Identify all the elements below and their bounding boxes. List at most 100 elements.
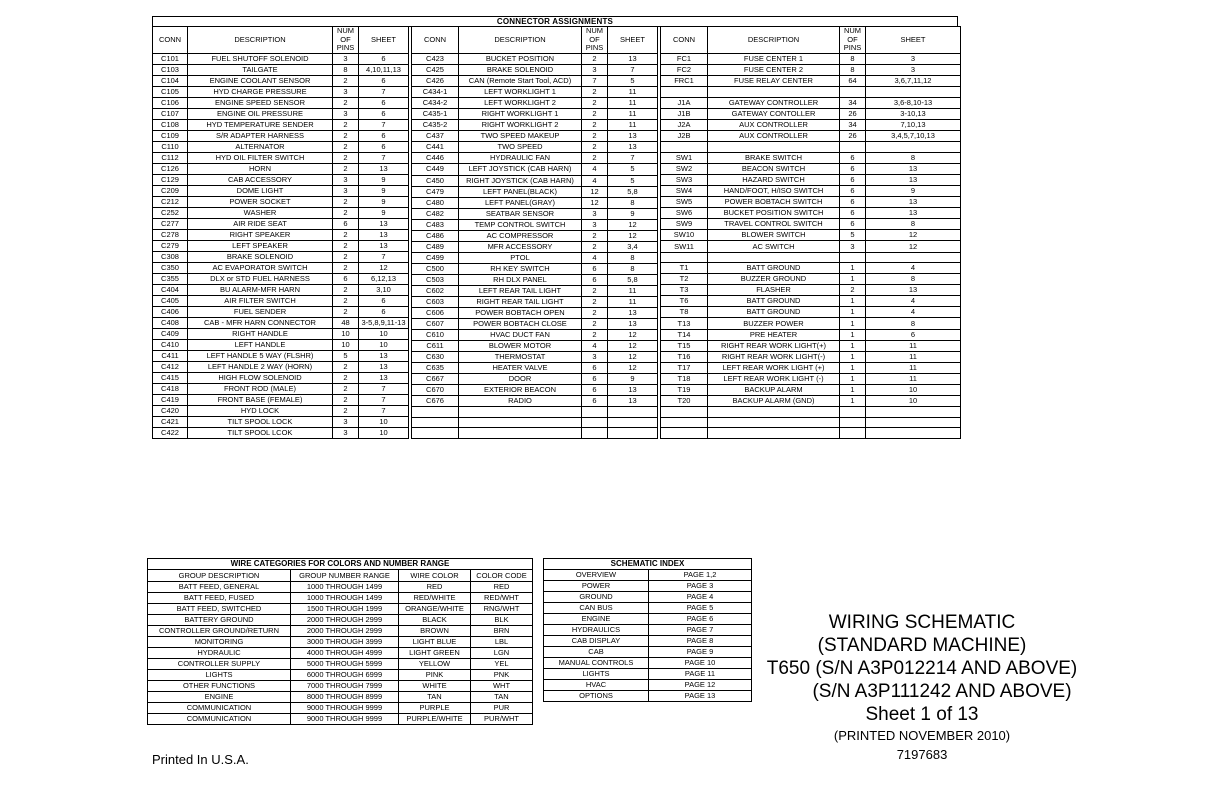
table-row: OPTIONS PAGE 13 xyxy=(543,690,752,702)
table-row: C406 FUEL SENDER 2 6 xyxy=(152,305,409,318)
cell: 34 xyxy=(839,96,866,109)
cell: 13 xyxy=(358,349,409,362)
cell: BATT GROUND xyxy=(707,306,840,319)
cell: RED xyxy=(470,581,533,593)
cell: LEFT REAR TAIL LIGHT xyxy=(458,284,582,298)
cell: T15 xyxy=(660,339,708,352)
connector-assignments-groups: CONN DESCRIPTION NUM OF PINS SHEET C101 FUEL … xyxy=(152,25,961,439)
cell: 3 xyxy=(332,184,359,197)
table-row: C209 DOME LIGHT 3 9 xyxy=(152,184,409,197)
table-row: C405 AIR FILTER SWITCH 2 6 xyxy=(152,294,409,307)
cell: C435-1 xyxy=(411,108,459,121)
connector-group-table: CONN DESCRIPTION NUM OF PINS SHEET C101 FUEL … xyxy=(152,26,409,439)
cell: 5000 THROUGH 5999 xyxy=(290,658,399,670)
cell: C350 xyxy=(152,261,188,274)
table-row: C126 HORN 2 13 xyxy=(152,162,409,175)
cell xyxy=(660,141,708,153)
cell: PAGE 13 xyxy=(648,690,752,702)
cell: BEACON SWITCH xyxy=(707,162,840,175)
cell: FUEL SHUTOFF SOLENOID xyxy=(187,52,333,65)
table-row: C404 BU ALARM-MFR HARN 2 3,10 xyxy=(152,283,409,296)
cell: 2 xyxy=(581,141,608,154)
cell: 2 xyxy=(332,404,359,417)
cell: POWER BOBTACH OPEN xyxy=(458,307,582,320)
table-row: C482 SEATBAR SENSOR 3 9 xyxy=(411,207,658,220)
table-row: C212 POWER SOCKET 2 9 xyxy=(152,195,409,208)
cell: C105 xyxy=(152,85,188,98)
cell: 11 xyxy=(607,296,658,309)
cell: 11 xyxy=(607,86,658,99)
table-row: C670 EXTERIOR BEACON 6 13 xyxy=(411,384,658,397)
cell: 6 xyxy=(358,305,409,318)
cell: PAGE 4 xyxy=(648,591,752,603)
cell: 2 xyxy=(581,86,608,99)
cell: HYDRAULIC xyxy=(147,647,291,659)
cell: RIGHT REAR TAIL LIGHT xyxy=(458,296,582,309)
cell: C446 xyxy=(411,152,459,165)
cell: 8 xyxy=(865,151,961,164)
cell: BACKUP ALARM xyxy=(707,384,840,397)
cell: 2 xyxy=(332,283,359,296)
cell: C449 xyxy=(411,163,459,176)
cell: 3 xyxy=(332,107,359,120)
cell: FLASHER xyxy=(707,284,840,297)
table-row: C108 HYD TEMPERATURE SENDER 2 7 xyxy=(152,118,409,131)
table-row: T17 LEFT REAR WORK LIGHT (+) 1 11 xyxy=(660,361,961,374)
table-row: SW5 POWER BOBTACH SWITCH 6 13 xyxy=(660,196,961,209)
cell: 8 xyxy=(865,273,961,286)
cell xyxy=(411,427,459,439)
cell: 6 xyxy=(358,140,409,153)
cell: C437 xyxy=(411,130,459,143)
cell: C406 xyxy=(152,305,188,318)
cell: TAN xyxy=(398,691,471,703)
cell: THERMOSTAT xyxy=(458,351,582,364)
cell: 6 xyxy=(358,74,409,87)
cell: 13 xyxy=(865,173,961,186)
cell: BLACK xyxy=(398,614,471,626)
table-row: SW10 BLOWER SWITCH 5 12 xyxy=(660,229,961,242)
cell: 5 xyxy=(839,229,866,242)
table-row: BATT FEED, FUSED 1000 THROUGH 1499 RED/WHI… xyxy=(147,592,533,604)
cell xyxy=(411,406,459,418)
cell: RED/WHITE xyxy=(398,592,471,604)
cell: PAGE 5 xyxy=(648,602,752,614)
cell: C630 xyxy=(411,351,459,364)
table-row xyxy=(411,406,658,418)
cell: 2 xyxy=(581,52,608,66)
table-row: CONTROLLER SUPPLY 5000 THROUGH 5999 YELLOW… xyxy=(147,658,533,670)
table-row: C480 LEFT PANEL(GRAY) 12 8 xyxy=(411,196,658,209)
cell: C441 xyxy=(411,141,459,154)
table-row: C479 LEFT PANEL(BLACK) 12 5,8 xyxy=(411,185,658,198)
cell: LEFT JOYSTICK (CAB HARN) xyxy=(458,163,582,176)
cell: BU ALARM-MFR HARN xyxy=(187,283,333,296)
cell: PINK xyxy=(398,669,471,681)
cell: C489 xyxy=(411,240,459,253)
cell: C480 xyxy=(411,196,459,209)
cell: YEL xyxy=(470,658,533,670)
table-row xyxy=(660,251,961,264)
cell xyxy=(707,141,840,153)
cell: SW2 xyxy=(660,162,708,175)
cell: C610 xyxy=(411,329,459,342)
table-row: C449 LEFT JOYSTICK (CAB HARN) 4 5 xyxy=(411,163,658,176)
cell xyxy=(707,416,840,429)
cell: 7 xyxy=(358,85,409,98)
schematic-index-table: SCHEMATIC INDEX OVERVIEW PAGE 1,2 POWER PAGE… xyxy=(543,558,752,702)
cell: 6 xyxy=(581,273,608,286)
cell: BLK xyxy=(470,614,533,626)
cell: RIGHT HANDLE xyxy=(187,327,333,340)
table-row: C435-1 RIGHT WORKLIGHT 1 2 11 xyxy=(411,108,658,121)
cell: WASHER xyxy=(187,206,333,219)
cell xyxy=(839,406,866,418)
cell: 7000 THROUGH 7999 xyxy=(290,680,399,692)
table-row: ENGINE PAGE 6 xyxy=(543,613,752,625)
cell: 3 xyxy=(839,240,866,253)
cell: BLOWER MOTOR xyxy=(458,340,582,353)
cell: 12 xyxy=(607,329,658,342)
table-row: T16 RIGHT REAR WORK LIGHT(-) 1 11 xyxy=(660,350,961,363)
cell: 13 xyxy=(865,162,961,175)
cell: 12 xyxy=(581,185,608,198)
cell: CAB DISPLAY xyxy=(543,635,649,647)
